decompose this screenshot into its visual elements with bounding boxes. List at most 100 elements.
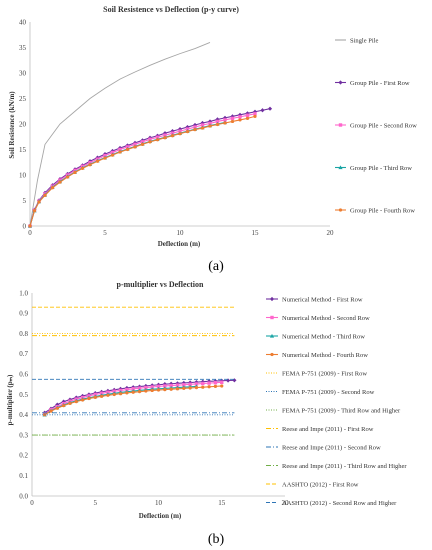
chart-b-legend-label: AASHTO (2012) - Second Row and Higher: [282, 500, 397, 507]
chart-b-data-point: [112, 392, 116, 397]
chart-b-data-point: [156, 384, 161, 389]
chart-b-data-point: [81, 398, 85, 402]
chart-a-data-point: [170, 134, 175, 138]
chart-b-y-tick-label: 0.3: [19, 431, 28, 439]
chart-b-data-point: [74, 400, 78, 404]
chart-b-legend-item: FEMA P-751 (2009) - Third Row and Higher: [266, 407, 401, 414]
chart-a-data-point: [267, 106, 273, 111]
chart-a-data-point: [65, 175, 70, 179]
chart-b-data-point: [131, 390, 135, 394]
chart-a-data-point: [110, 153, 115, 157]
chart-b-x-tick-label: 5: [94, 499, 98, 507]
chart-a-series-4: [27, 120, 228, 228]
chart-a-data-point: [155, 138, 160, 142]
chart-b-x-tick-label: 0: [30, 499, 34, 507]
chart-b-data-point: [131, 387, 135, 391]
chart-b-data-point: [68, 401, 72, 406]
chart-a-y-axis-label: Soil Resistence (kN/m): [8, 91, 16, 159]
chart-a-data-point: [200, 123, 205, 127]
chart-b-y-tick-label: 0.7: [19, 350, 28, 358]
chart-b-data-point: [150, 388, 154, 393]
chart-b-y-tick-label: 0.8: [19, 330, 28, 338]
chart-a-data-point: [148, 140, 152, 144]
chart-b-y-tick-label: 1.0: [19, 289, 28, 297]
chart-a-data-point: [103, 156, 107, 160]
chart-b-data-point: [55, 406, 59, 410]
chart-a-data-point: [95, 159, 100, 163]
chart-b-data-point: [220, 380, 224, 385]
chart-a-data-point: [253, 114, 257, 118]
chart-b-data-point: [182, 386, 186, 391]
chart-b-data-point: [106, 393, 110, 397]
chart-b-data-point: [137, 386, 142, 390]
chart-b-legend-label: Numerical Method - First Row: [282, 296, 363, 303]
chart-b-p-multiplier: p-multiplier vs Deflection Deflection (m…: [6, 280, 407, 547]
chart-b-data-point: [201, 385, 205, 389]
chart-a-y-tick-label: 35: [19, 44, 27, 52]
chart-a-data-point: [73, 170, 77, 175]
chart-b-data-point: [175, 387, 180, 391]
chart-a-data-point: [230, 119, 235, 124]
chart-a-data-point: [230, 116, 235, 121]
chart-b-legend-item: Reese and Impe (2011) - Third Row and Hi…: [266, 463, 407, 470]
chart-b-y-axis-label: p-multiplier (pₘ): [6, 374, 14, 425]
chart-a-data-point: [245, 116, 250, 120]
chart-b-legend-item: FEMA P-751 (2009) - Second Row: [266, 389, 375, 396]
chart-b-data-point: [125, 391, 129, 395]
chart-a-data-point: [253, 112, 257, 116]
chart-a-data-point: [260, 108, 265, 113]
chart-a-x-tick-label: 5: [103, 229, 107, 237]
chart-a-data-point: [208, 124, 212, 128]
chart-b-data-point: [182, 383, 186, 387]
chart-a-data-point: [140, 142, 145, 146]
chart-b-y-tick-label: 0.1: [19, 472, 28, 480]
chart-b-legend-item: Numerical Method - First Row: [266, 296, 363, 303]
chart-b-legend-label: Numerical Method - Fourth Row: [282, 352, 368, 359]
chart-b-data-point: [144, 385, 148, 390]
chart-b-data-point: [99, 394, 104, 398]
chart-b-x-tick-label: 10: [155, 499, 163, 507]
chart-b-data-point: [163, 384, 167, 388]
chart-b-data-point: [93, 395, 97, 399]
chart-a-title: Soil Resistence vs Deflection (p-y curve…: [103, 5, 239, 14]
chart-b-data-point: [163, 388, 167, 392]
chart-a-legend-marker: [338, 208, 343, 212]
chart-a-legend-item: Single Pile: [335, 37, 378, 44]
chart-b-series: [32, 306, 237, 436]
chart-a-data-point: [215, 122, 220, 127]
chart-a-data-point: [215, 119, 220, 124]
chart-a-legend-item: Group Pile - Second Row: [335, 122, 417, 129]
chart-b-legend-marker: [269, 296, 275, 302]
chart-a-legend-marker: [338, 80, 343, 85]
chart-b-axes: 0 5 10 15 20 0.0 0.1 0.2 0.3 0.4 0.5 0.6 0.7 0.8 0.9 1.…: [19, 289, 289, 507]
chart-a-data-point: [28, 224, 32, 228]
chart-b-y-tick-label: 0.4: [19, 411, 28, 419]
chart-a-series-line: [29, 41, 211, 227]
chart-a-data-point: [193, 128, 197, 132]
chart-b-data-point: [194, 382, 199, 386]
chart-a-data-point: [200, 126, 205, 130]
chart-b-data-point: [175, 383, 180, 387]
chart-a-legend-marker: [338, 123, 343, 127]
chart-b-legend-marker: [270, 315, 274, 320]
chart-b-y-tick-label: 0.5: [19, 391, 28, 399]
chart-a-data-point: [223, 118, 227, 122]
chart-a-caption: (a): [208, 259, 224, 274]
chart-a-y-tick-label: 30: [19, 69, 27, 77]
chart-a-data-point: [245, 113, 250, 118]
chart-b-data-point: [175, 381, 180, 386]
chart-b-legend-label: Numerical Method - Second Row: [282, 315, 370, 322]
chart-b-title: p-multiplier vs Deflection: [117, 280, 205, 289]
chart-b-legend-item: AASHTO (2012) - First Row: [266, 481, 359, 488]
chart-a-data-point: [88, 163, 92, 167]
chart-b-data-point: [156, 388, 161, 392]
chart-a-y-tick-label: 20: [19, 120, 27, 128]
chart-b-legend-label: Numerical Method - Third Row: [282, 333, 365, 340]
chart-a-x-tick-label: 10: [177, 229, 185, 237]
chart-a-legend-label: Single Pile: [350, 37, 378, 44]
chart-b-data-point: [213, 381, 218, 385]
chart-b-legend-marker: [269, 333, 275, 338]
chart-b-data-point: [232, 378, 237, 383]
chart-a-data-point: [163, 136, 167, 140]
chart-b-legend-label: Reese and Impe (2011) - Second Row: [282, 444, 381, 451]
